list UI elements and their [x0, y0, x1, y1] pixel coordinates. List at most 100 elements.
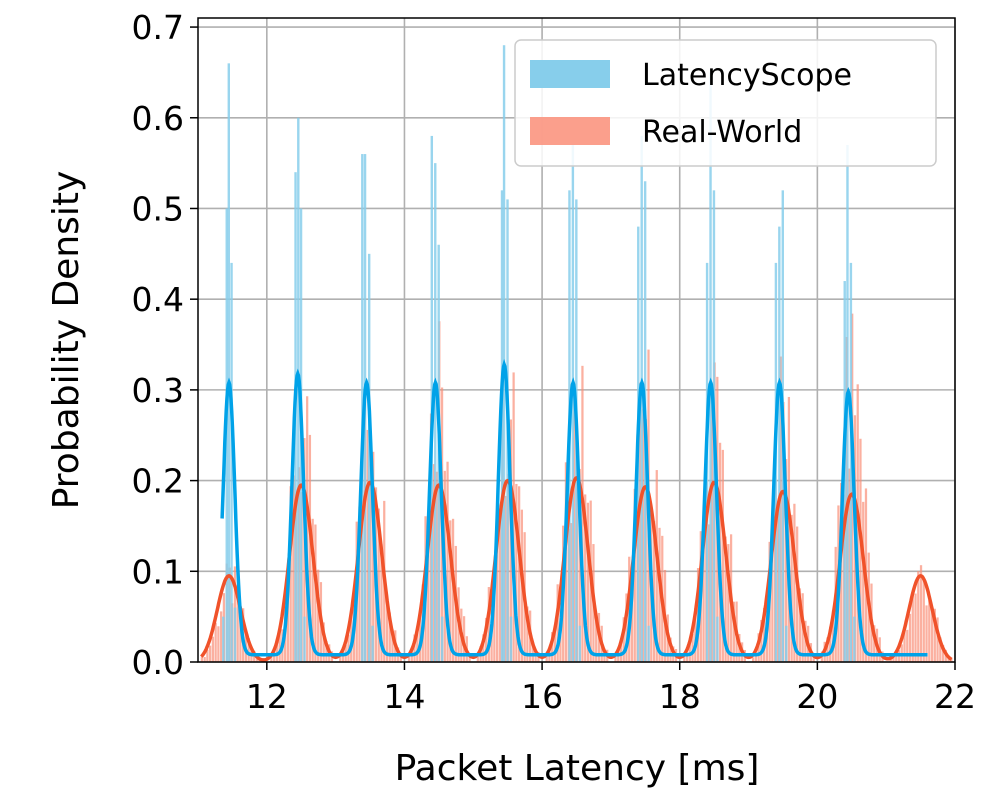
x-tick-label: 16 [521, 677, 563, 716]
real-world-bar [683, 654, 686, 662]
real-world-bar [278, 629, 281, 662]
y-tick-label: 0.1 [132, 552, 184, 591]
real-world-bar [724, 536, 727, 662]
latencyscope-bar [222, 616, 225, 662]
real-world-bar [826, 637, 829, 662]
real-world-bar [688, 639, 691, 662]
real-world-bar [498, 508, 501, 662]
real-world-bar [639, 382, 642, 662]
real-world-bar [721, 449, 724, 662]
real-world-bar [669, 637, 672, 662]
real-world-bar [253, 651, 256, 662]
real-world-bar [388, 612, 391, 662]
real-world-bar [584, 494, 587, 662]
latencyscope-bar [230, 262, 233, 662]
latencyscope-bar [361, 154, 364, 662]
real-world-bar [925, 605, 928, 662]
real-world-bar [220, 611, 223, 662]
real-world-bar [273, 653, 276, 662]
real-world-bar [771, 549, 774, 662]
real-world-bar [495, 513, 499, 662]
real-world-bar [369, 463, 372, 662]
real-world-bar [512, 372, 515, 662]
latencyscope-bar [367, 253, 371, 662]
real-world-bar [614, 652, 617, 662]
real-world-bar [754, 652, 757, 662]
latencyscope-bar [371, 625, 374, 662]
latencyscope-bar [434, 163, 437, 662]
real-world-bar [206, 649, 209, 662]
latencyscope-bar [502, 45, 506, 663]
kde-curves [200, 358, 953, 662]
real-world-bar [570, 523, 573, 662]
latencyscope-bar [233, 607, 237, 662]
real-world-bar [203, 657, 206, 662]
real-world-bar [214, 622, 217, 662]
real-world-bar [595, 615, 598, 662]
y-axis-ticks: 0.0 0.1 0.2 0.3 0.4 0.5 0.6 0.7 [132, 8, 198, 682]
real-world-bar [526, 606, 529, 662]
real-world-bar [793, 503, 796, 662]
real-world-bar [553, 627, 557, 662]
y-tick-label: 0.7 [132, 8, 184, 47]
real-world-bar [658, 527, 661, 662]
x-tick-label: 22 [934, 677, 976, 716]
real-world-bar [787, 396, 791, 662]
y-tick-label: 0.6 [132, 99, 184, 138]
y-tick-label: 0.0 [132, 643, 184, 682]
real-world-bar [325, 641, 328, 662]
latencyscope-bar [849, 262, 853, 662]
real-world-bar [917, 571, 920, 662]
real-world-bar [581, 365, 584, 662]
real-world-bar [289, 486, 292, 662]
real-world-bar [292, 475, 295, 662]
real-world-bar [476, 654, 479, 662]
latencyscope-bar [571, 144, 575, 663]
legend-swatch-real-world [530, 117, 610, 145]
real-world-bar [435, 471, 438, 662]
latencyscope-bar [500, 190, 504, 663]
real-world-bar [493, 583, 496, 662]
real-world-bar [407, 654, 411, 662]
real-world-bar [317, 569, 320, 662]
real-world-bar [487, 587, 490, 662]
real-world-bar [239, 611, 242, 662]
real-world-bar [619, 639, 623, 662]
real-world-bar [427, 527, 430, 662]
x-tick-label: 18 [659, 677, 701, 716]
real-world-bar [652, 520, 656, 662]
real-world-bar [311, 518, 314, 662]
real-world-bar [785, 459, 788, 662]
latencyscope-bar [785, 625, 788, 662]
latencyscope-bar [853, 616, 856, 662]
real-world-bar [779, 356, 782, 662]
real-world-bar [848, 468, 851, 662]
real-world-bar [911, 592, 914, 662]
real-world-bar [928, 600, 931, 662]
y-tick-label: 0.5 [132, 189, 184, 228]
real-world-bar [385, 596, 389, 662]
real-world-bar [762, 607, 766, 662]
real-world-bar [914, 593, 917, 662]
latencyscope-bar [440, 616, 444, 662]
real-world-bar [322, 622, 325, 662]
real-world-bar [895, 652, 898, 662]
real-world-bar [217, 626, 220, 662]
real-world-bar [314, 524, 317, 662]
real-world-bar [760, 619, 763, 662]
real-world-bar [432, 464, 435, 662]
real-world-bar [862, 501, 865, 662]
latencyscope-bar [709, 72, 712, 662]
real-world-bar [625, 593, 628, 662]
real-world-bar [380, 544, 383, 662]
real-world-bar [930, 610, 934, 662]
legend-label-latencyscope: LatencyScope [642, 58, 852, 93]
real-world-bar [933, 608, 936, 662]
real-world-bar [366, 429, 369, 662]
real-world-bar [829, 626, 832, 662]
real-world-bar [903, 631, 906, 662]
real-world-bar [751, 657, 755, 662]
real-world-bar [200, 656, 204, 662]
real-world-bar [377, 508, 380, 662]
